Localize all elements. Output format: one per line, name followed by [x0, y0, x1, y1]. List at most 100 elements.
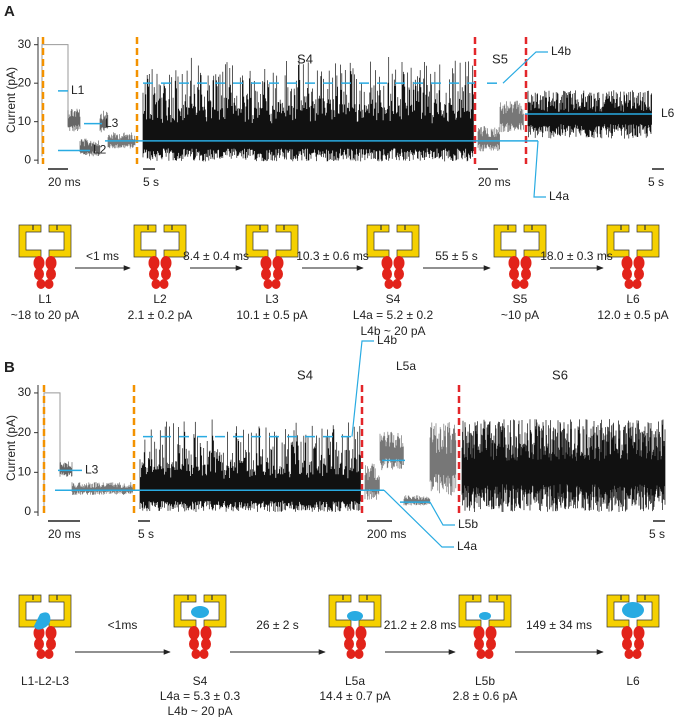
pore-icon [245, 224, 299, 290]
current-trace [41, 44, 69, 157]
current-trace [71, 482, 133, 495]
level-leader [351, 340, 374, 437]
state-name: L2 [153, 292, 167, 306]
current-trace [461, 419, 666, 512]
segment-title: S5 [492, 51, 508, 66]
scale-bar-label: 20 ms [478, 175, 511, 189]
level-label: L2 [93, 143, 107, 157]
transition-label: <1 ms [86, 249, 119, 263]
pore-icon [133, 224, 187, 290]
y-tick-label: 30 [18, 37, 32, 51]
level-label: L1 [71, 83, 85, 97]
current-trace [429, 422, 457, 496]
current-trace [403, 495, 431, 506]
level-label: L4b [551, 44, 571, 58]
pore-icon [493, 224, 547, 290]
transition-label: 10.3 ± 0.6 ms [296, 249, 369, 263]
level-label: L4a [457, 539, 477, 553]
panel-letter: B [4, 359, 15, 376]
state-detail: ~10 pA [501, 308, 539, 322]
current-trace [67, 108, 81, 132]
pore-icon [18, 224, 72, 290]
transition-label: 18.0 ± 0.3 ms [540, 249, 613, 263]
state-name: S4 [193, 674, 208, 688]
transition-label: 21.2 ± 2.8 ms [384, 618, 457, 632]
state-detail: L4a = 5.3 ± 0.3 [160, 689, 241, 703]
pore-icon [458, 594, 512, 660]
level-leader [533, 140, 546, 198]
state-name: S4 [386, 292, 401, 306]
panel: A Current (pA) 0 10 20 30 S4 S5 20 ms 5 s 20 ms 5 s… [4, 3, 675, 338]
level-label: L4a [549, 189, 569, 203]
transition-label: 55 ± 5 s [435, 249, 478, 263]
level-label: L6 [661, 106, 675, 120]
y-tick-label: 10 [18, 114, 32, 128]
y-tick-label: 20 [18, 75, 32, 89]
substrate-blob [479, 612, 491, 620]
state-name: L6 [626, 674, 640, 688]
state-name: L6 [626, 292, 640, 306]
substrate-blob [622, 602, 644, 618]
state-detail: 14.4 ± 0.7 pA [319, 689, 390, 703]
state-name: S5 [513, 292, 528, 306]
scheme-icons-b [18, 594, 660, 660]
segment-title: S4 [297, 51, 313, 66]
state-detail: L4a = 5.2 ± 0.2 [353, 308, 434, 322]
state-detail: 12.0 ± 0.5 pA [597, 308, 668, 322]
state-detail: 2.1 ± 0.2 pA [128, 308, 193, 322]
state-detail: L4b ~ 20 pA [360, 324, 425, 338]
scale-bar-label: 5 s [138, 527, 154, 541]
substrate-blob [34, 612, 51, 630]
panel-letter: A [4, 3, 15, 20]
level-leader [502, 51, 548, 84]
level-leader [383, 489, 454, 548]
pore-icon [173, 594, 227, 660]
y-tick-label: 20 [18, 425, 32, 439]
current-trace [59, 461, 73, 477]
state-detail: 2.8 ± 0.6 pA [453, 689, 518, 703]
substrate-blob [347, 611, 363, 621]
substrate-blob [191, 606, 209, 618]
scale-bar-label: 5 s [143, 175, 159, 189]
level-label: L5b [458, 517, 478, 531]
segment-title: S6 [552, 367, 568, 382]
state-detail: L4b ~ 20 pA [167, 704, 232, 717]
scale-bar-label: 20 ms [48, 527, 81, 541]
scale-bar-label: 5 s [648, 175, 664, 189]
state-name: L5a [345, 674, 365, 688]
scale-bar-label: 5 s [649, 527, 665, 541]
pore-icon [606, 224, 660, 290]
level-label: L3 [105, 116, 119, 130]
state-name: L1-L2-L3 [21, 674, 69, 688]
y-axis-label: Current (pA) [4, 67, 18, 133]
level-label: L5a [396, 359, 416, 373]
y-tick-label: 30 [18, 385, 32, 399]
state-detail: ~18 to 20 pA [11, 308, 79, 322]
level-label: L3 [85, 463, 99, 477]
y-axis-label: Current (pA) [4, 415, 18, 481]
current-trace [499, 100, 524, 133]
level-label: L4b [377, 333, 397, 347]
scale-bar-label: 200 ms [367, 527, 406, 541]
transition-label: 149 ± 34 ms [526, 618, 592, 632]
scale-bar-label: 20 ms [48, 175, 81, 189]
transition-label: 8.4 ± 0.4 ms [183, 249, 249, 263]
state-name: L3 [265, 292, 279, 306]
pore-icon [366, 224, 420, 290]
y-tick-label: 0 [24, 504, 31, 518]
transition-label: <1ms [108, 618, 138, 632]
panel: B Current (pA) 0 10 20 30 S4 S6 20 ms 5 s 200 ms 5 … [4, 333, 666, 718]
segment-title: S4 [297, 367, 313, 382]
state-detail: 10.1 ± 0.5 pA [236, 308, 307, 322]
y-tick-label: 0 [24, 152, 31, 166]
level-leader [429, 501, 455, 526]
y-tick-label: 10 [18, 465, 32, 479]
current-trace [364, 463, 380, 500]
current-trace [379, 431, 404, 471]
state-name: L5b [475, 674, 495, 688]
pore-icon [328, 594, 382, 660]
current-trace [139, 419, 361, 512]
state-name: L1 [38, 292, 52, 306]
